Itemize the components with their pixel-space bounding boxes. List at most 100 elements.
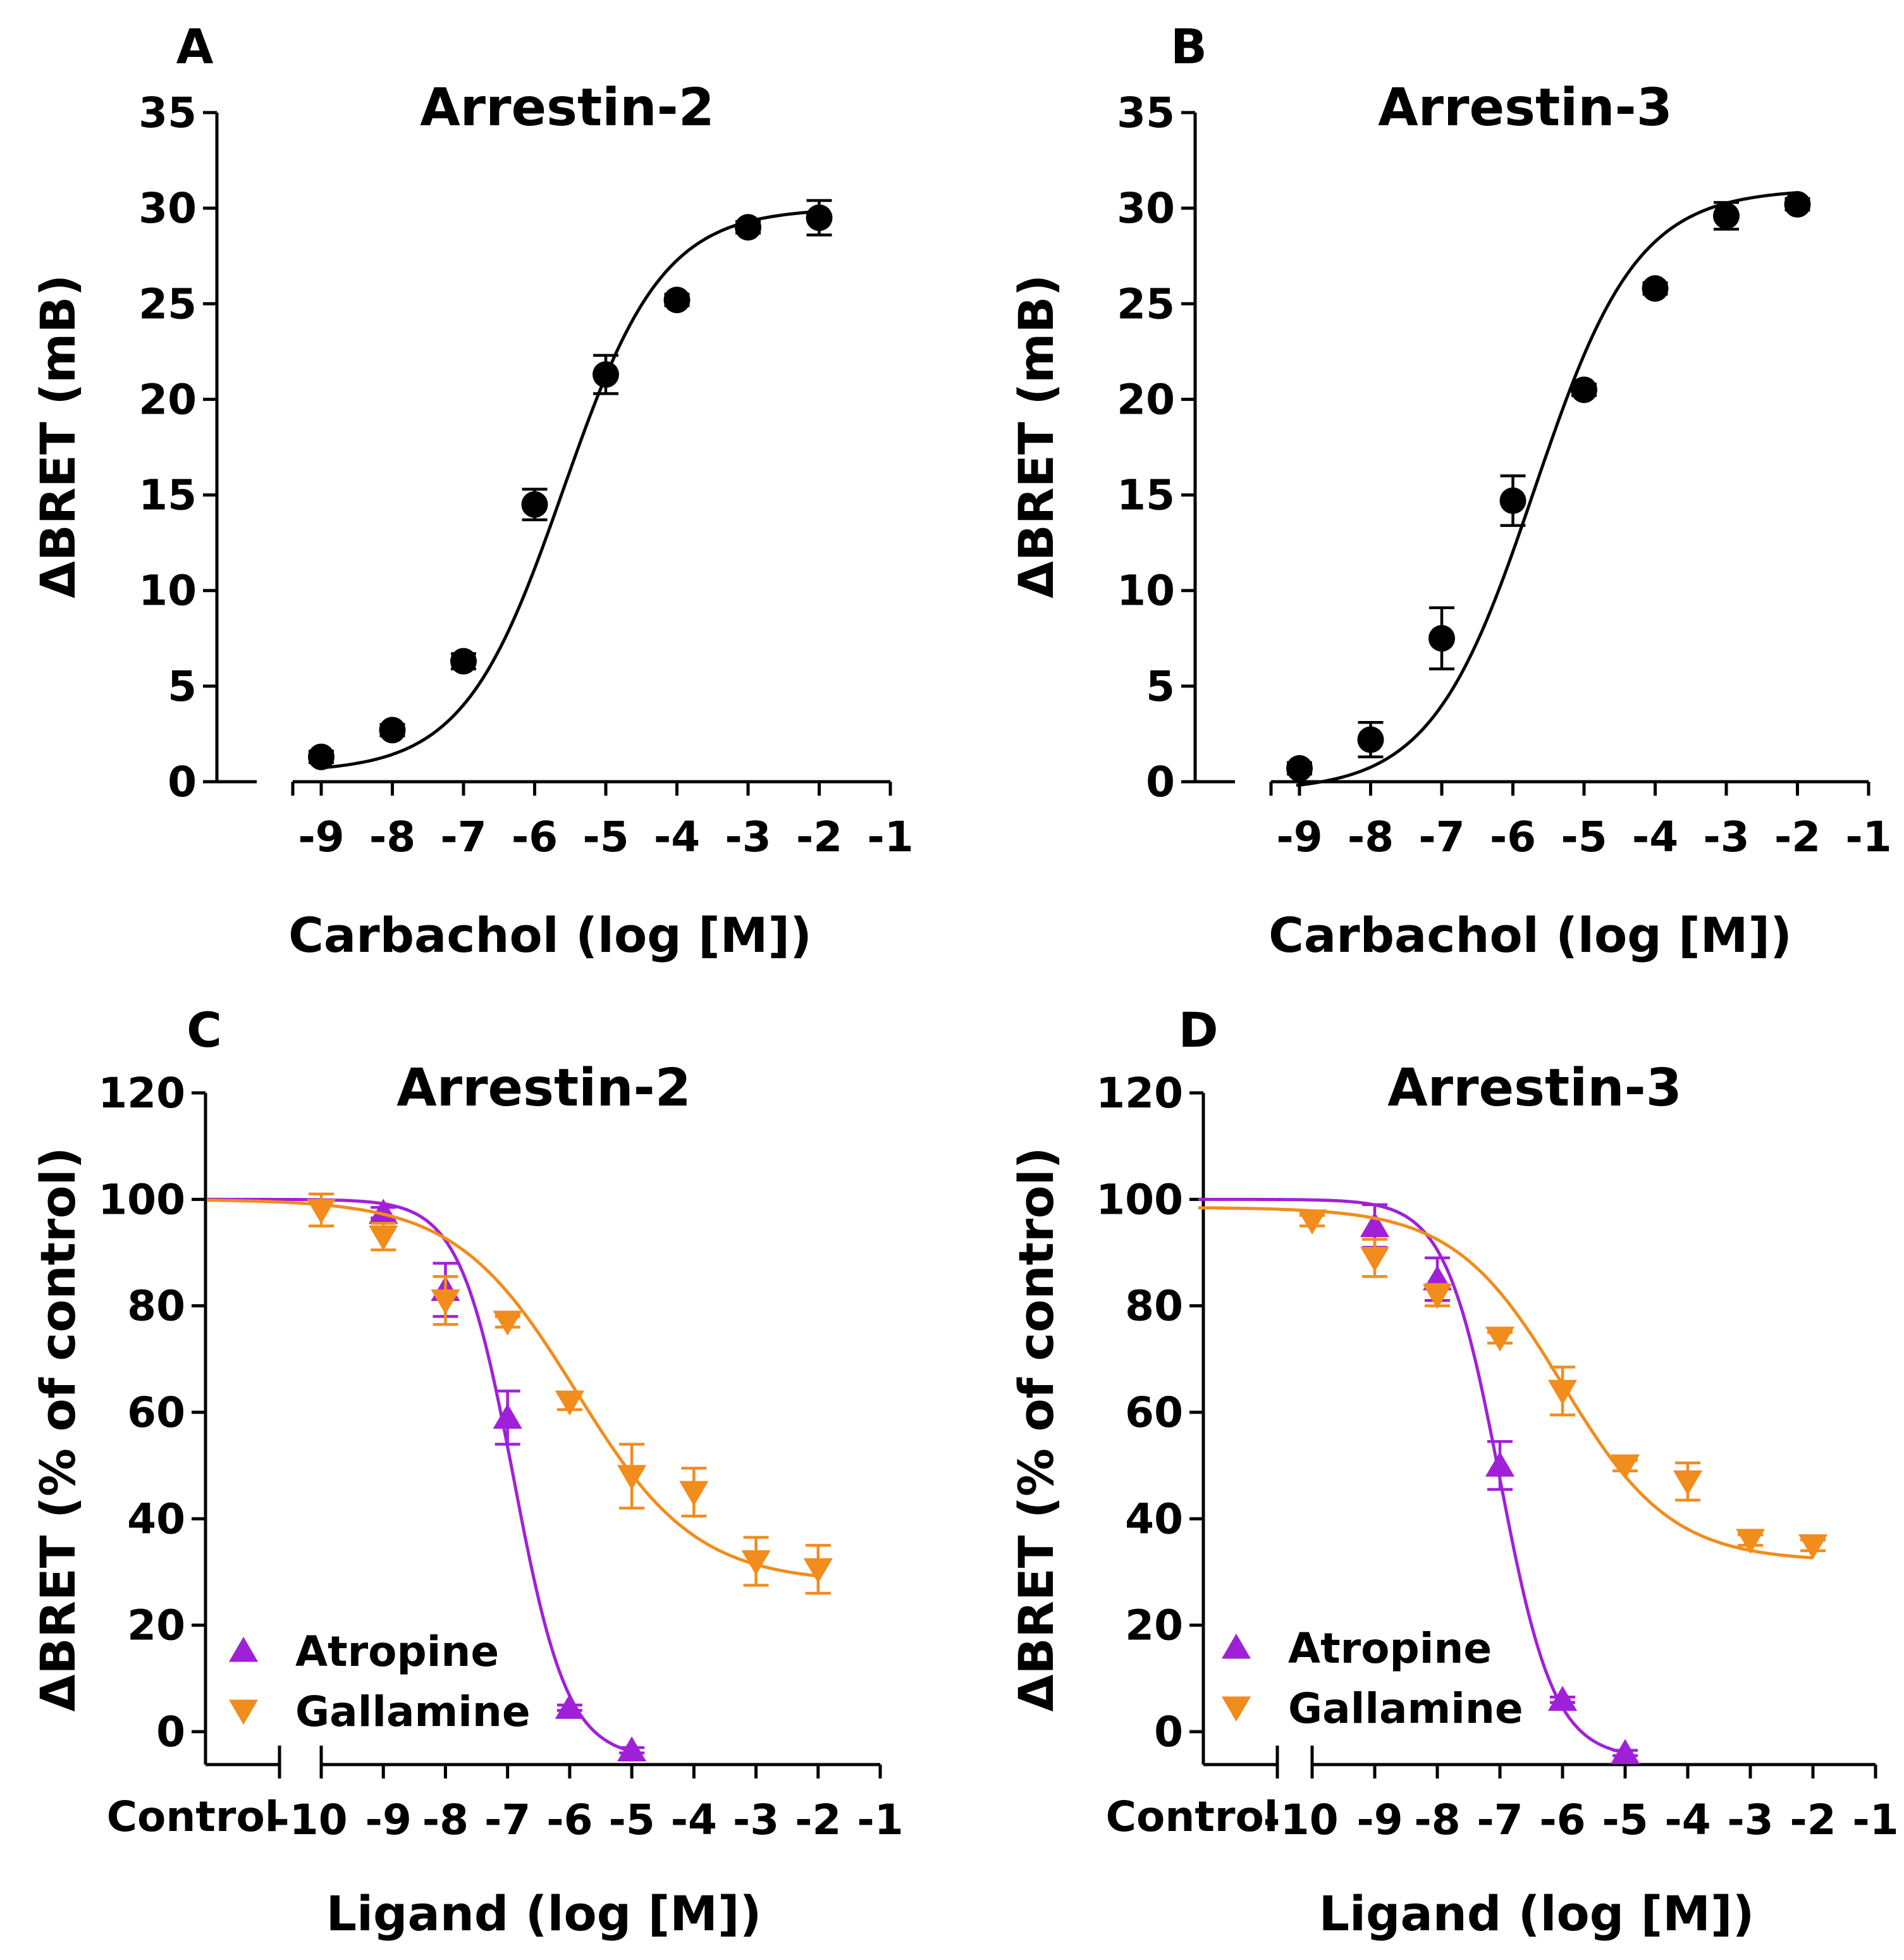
data-point: [1297, 1209, 1327, 1235]
x-axis-label: Carbachol (log [M]): [1268, 907, 1792, 963]
data-point: [555, 1390, 584, 1416]
y-tick-label: 5: [1146, 662, 1175, 711]
x-tick-label: -5: [608, 1796, 654, 1844]
y-tick-label: 15: [138, 471, 197, 520]
y-tick-label: 10: [138, 567, 197, 615]
panel-letter: A: [176, 18, 214, 75]
control-tick-label: Control: [1106, 1792, 1279, 1841]
x-tick-label: -3: [1727, 1796, 1773, 1844]
panel-letter: B: [1170, 18, 1207, 75]
data-point: [806, 204, 833, 231]
x-tick-label: -7: [484, 1796, 531, 1844]
data-point: [1571, 376, 1597, 404]
y-tick-label: 0: [168, 758, 197, 806]
data-point: [308, 743, 335, 770]
data-point: [1713, 202, 1740, 230]
data-point: [379, 717, 406, 744]
data-point: [1673, 1470, 1703, 1496]
legend-marker-gallamine: [228, 1699, 259, 1725]
x-tick-label: -2: [1790, 1796, 1836, 1844]
y-tick-label: 20: [138, 375, 197, 424]
data-point: [1360, 1212, 1390, 1238]
legend-label: Atropine: [1288, 1624, 1492, 1673]
chart-title: Arrestin-2: [420, 78, 715, 138]
data-point: [1485, 1326, 1515, 1352]
x-tick-label: -6: [1490, 813, 1536, 861]
x-tick-label: -2: [796, 813, 842, 861]
x-tick-label: -5: [1561, 813, 1607, 861]
data-point: [521, 491, 548, 518]
fit-curve: [207, 1199, 819, 1578]
data-point: [803, 1558, 833, 1584]
legend: Atropine Gallamine: [228, 1627, 531, 1736]
x-tick-label: -1: [867, 813, 913, 861]
y-tick-label: 60: [1125, 1388, 1183, 1437]
y-tick-label: 120: [98, 1069, 185, 1118]
legend-marker-gallamine: [1221, 1696, 1251, 1722]
y-axis-label: ΔBRET (% of control): [30, 1147, 86, 1712]
x-tick-label: -3: [725, 813, 771, 861]
data-point: [493, 1403, 522, 1429]
y-axis-label: ΔBRET (mB): [1008, 274, 1064, 598]
series-atropine: [1198, 1197, 1640, 1765]
data-point: [1610, 1454, 1640, 1480]
y-tick-label: 15: [1117, 471, 1175, 520]
data-point: [450, 648, 477, 675]
y-tick-label: 100: [98, 1175, 185, 1224]
chart-title: Arrestin-2: [396, 1058, 691, 1118]
x-tick-label: -6: [1539, 1796, 1585, 1844]
y-tick-label: 60: [127, 1388, 185, 1437]
data-point: [1798, 1534, 1828, 1560]
x-tick-label: -4: [654, 813, 700, 861]
y-tick-label: 30: [138, 184, 197, 233]
y-tick-label: 20: [127, 1601, 185, 1650]
x-tick-label: -9: [1276, 813, 1322, 861]
data-point: [1735, 1529, 1766, 1554]
y-tick-label: 0: [1146, 758, 1175, 806]
y-axis-label: ΔBRET (% of control): [1008, 1147, 1064, 1712]
y-tick-label: 25: [1117, 280, 1175, 328]
data-point: [1357, 726, 1384, 753]
x-tick-label: -2: [795, 1796, 841, 1844]
data-point: [1547, 1379, 1578, 1405]
data-point: [493, 1310, 522, 1336]
data-point: [593, 361, 619, 388]
x-tick-label: -4: [1664, 1796, 1711, 1844]
y-tick-label: 40: [1125, 1495, 1183, 1543]
x-tick-label: -1: [1845, 813, 1891, 861]
x-tick-label: -8: [369, 813, 415, 861]
x-tick-label: -7: [1418, 813, 1465, 861]
x-tick-label: -3: [733, 1796, 779, 1844]
data-point: [1547, 1686, 1578, 1711]
y-tick-label: 20: [1117, 375, 1175, 424]
x-axis-label: Carbachol (log [M]): [288, 907, 812, 963]
chart-title: Arrestin-3: [1378, 78, 1673, 138]
x-tick-label: -6: [546, 1796, 593, 1844]
y-tick-label: 35: [138, 89, 197, 137]
y-tick-label: 80: [127, 1282, 185, 1331]
data-point: [679, 1481, 709, 1507]
y-tick-label: 100: [1096, 1175, 1183, 1224]
x-tick-label: -5: [1602, 1796, 1648, 1844]
x-axis-label: Ligand (log [M]): [1319, 1885, 1755, 1942]
x-tick-label: -1: [1852, 1796, 1898, 1844]
panel-letter: C: [187, 1002, 222, 1058]
x-tick-label: -10: [1263, 1796, 1338, 1844]
fit-curve: [207, 1197, 632, 1753]
data-point: [741, 1550, 771, 1575]
series-gallamine: [207, 1192, 833, 1595]
x-tick-label: -4: [671, 1796, 717, 1844]
x-tick-label: -1: [857, 1796, 903, 1844]
y-tick-label: 20: [1125, 1601, 1183, 1650]
x-tick-label: -8: [422, 1796, 469, 1844]
data-point: [617, 1465, 647, 1490]
data-point: [1784, 191, 1811, 218]
x-tick-label: -5: [582, 813, 629, 861]
y-tick-label: 0: [1154, 1708, 1183, 1756]
x-axis-label: Ligand (log [M]): [326, 1885, 762, 1942]
x-tick-label: -2: [1774, 813, 1821, 861]
y-tick-label: 0: [156, 1708, 185, 1756]
series-carbachol: [308, 199, 833, 770]
y-tick-label: 5: [168, 662, 197, 711]
